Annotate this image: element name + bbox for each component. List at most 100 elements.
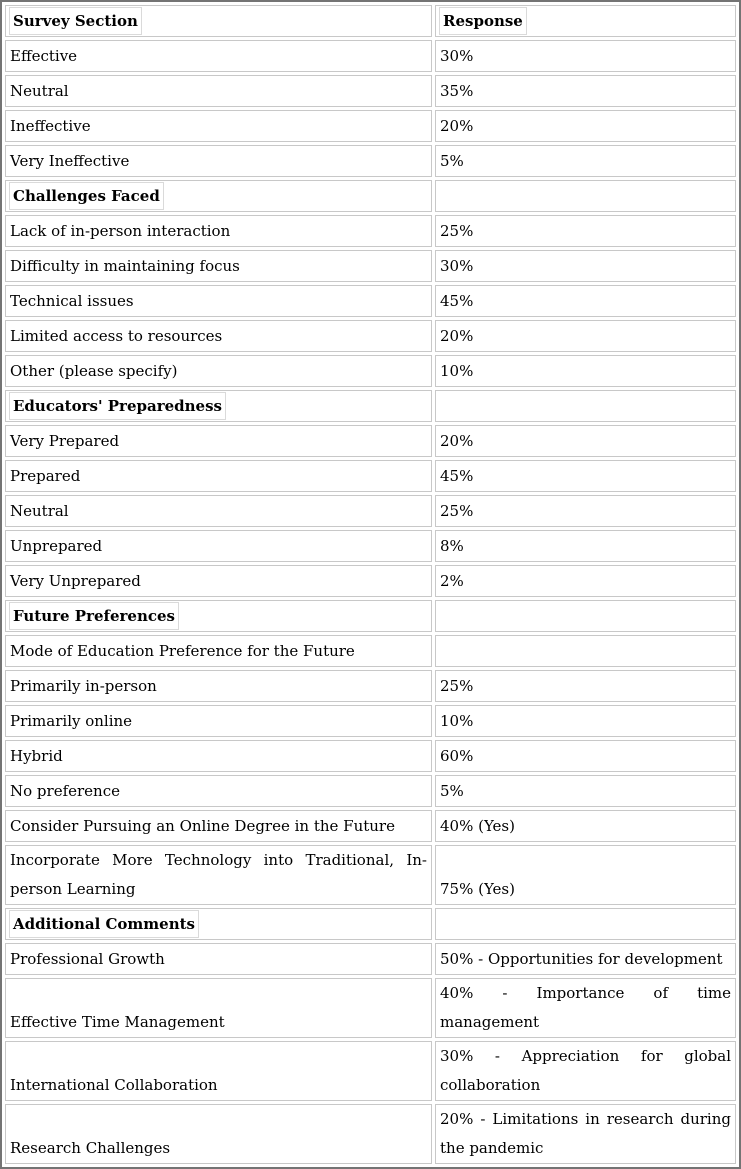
table-row: Incorporate More Technology into Traditi… bbox=[5, 845, 736, 905]
survey-section-cell: Mode of Education Preference for the Fut… bbox=[5, 635, 432, 667]
survey-section-cell: Neutral bbox=[5, 495, 432, 527]
section-label: Educators' Preparedness bbox=[9, 392, 226, 420]
table-row: Other (please specify) 10% bbox=[5, 355, 736, 387]
table-row: Mode of Education Preference for the Fut… bbox=[5, 635, 736, 667]
survey-section-cell: Very Prepared bbox=[5, 425, 432, 457]
survey-section-cell: Additional Comments bbox=[5, 908, 432, 940]
table-row: International Collaboration 30% - Appreci… bbox=[5, 1041, 736, 1101]
response-cell: 25% bbox=[435, 215, 736, 247]
table-row: Ineffective 20% bbox=[5, 110, 736, 142]
survey-section-cell: Research Challenges bbox=[5, 1104, 432, 1164]
table-row: Very Prepared 20% bbox=[5, 425, 736, 457]
response-header-label: Response bbox=[439, 7, 527, 35]
response-cell: 35% bbox=[435, 75, 736, 107]
survey-section-cell: Primarily online bbox=[5, 705, 432, 737]
survey-section-cell: Hybrid bbox=[5, 740, 432, 772]
survey-section-cell: Consider Pursuing an Online Degree in th… bbox=[5, 810, 432, 842]
table-row: Additional Comments bbox=[5, 908, 736, 940]
survey-section-cell: Neutral bbox=[5, 75, 432, 107]
table-row: Challenges Faced bbox=[5, 180, 736, 212]
survey-section-cell: Other (please specify) bbox=[5, 355, 432, 387]
survey-section-cell: Professional Growth bbox=[5, 943, 432, 975]
response-cell: 45% bbox=[435, 285, 736, 317]
response-cell: 30% - Appreciation for global collaborat… bbox=[435, 1041, 736, 1101]
response-cell: 20% - Limitations in research during the… bbox=[435, 1104, 736, 1164]
section-label: Challenges Faced bbox=[9, 182, 164, 210]
response-cell: 40% - Importance of time management bbox=[435, 978, 736, 1038]
survey-section-cell: Unprepared bbox=[5, 530, 432, 562]
survey-section-cell: Very Unprepared bbox=[5, 565, 432, 597]
survey-section-header-cell: Survey Section bbox=[5, 5, 432, 37]
survey-section-cell: Technical issues bbox=[5, 285, 432, 317]
table-row: Very Unprepared 2% bbox=[5, 565, 736, 597]
table-row: Prepared 45% bbox=[5, 460, 736, 492]
table-row: Neutral 25% bbox=[5, 495, 736, 527]
response-cell: 30% bbox=[435, 40, 736, 72]
header-row: Survey Section Response bbox=[5, 5, 736, 37]
survey-section-cell: Limited access to resources bbox=[5, 320, 432, 352]
response-cell: 10% bbox=[435, 355, 736, 387]
table-row: Educators' Preparedness bbox=[5, 390, 736, 422]
survey-section-cell: Difficulty in maintaining focus bbox=[5, 250, 432, 282]
table-row: Professional Growth 50% - Opportunities f… bbox=[5, 943, 736, 975]
response-cell: 25% bbox=[435, 495, 736, 527]
table-row: Effective Time Management 40% - Importanc… bbox=[5, 978, 736, 1038]
response-cell: 75% (Yes) bbox=[435, 845, 736, 905]
survey-section-cell: International Collaboration bbox=[5, 1041, 432, 1101]
survey-section-cell: Effective Time Management bbox=[5, 978, 432, 1038]
table-row: Technical issues 45% bbox=[5, 285, 736, 317]
response-cell: 5% bbox=[435, 775, 736, 807]
table-row: Effective 30% bbox=[5, 40, 736, 72]
table-row: Limited access to resources 20% bbox=[5, 320, 736, 352]
table-row: Future Preferences bbox=[5, 600, 736, 632]
response-cell bbox=[435, 635, 736, 667]
survey-section-cell: No preference bbox=[5, 775, 432, 807]
response-cell: 40% (Yes) bbox=[435, 810, 736, 842]
table-row: No preference 5% bbox=[5, 775, 736, 807]
survey-section-cell: Very Ineffective bbox=[5, 145, 432, 177]
response-cell bbox=[435, 390, 736, 422]
survey-section-cell: Prepared bbox=[5, 460, 432, 492]
survey-section-cell: Primarily in-person bbox=[5, 670, 432, 702]
table-row: Consider Pursuing an Online Degree in th… bbox=[5, 810, 736, 842]
response-cell bbox=[435, 180, 736, 212]
section-label: Additional Comments bbox=[9, 910, 199, 938]
survey-section-header-label: Survey Section bbox=[9, 7, 142, 35]
table-row: Neutral 35% bbox=[5, 75, 736, 107]
response-cell bbox=[435, 908, 736, 940]
response-cell: 45% bbox=[435, 460, 736, 492]
response-cell: 50% - Opportunities for development bbox=[435, 943, 736, 975]
response-cell: 25% bbox=[435, 670, 736, 702]
survey-section-cell: Future Preferences bbox=[5, 600, 432, 632]
table-body: Effective 30% Neutral 35% Ineffective 20% Very… bbox=[5, 40, 736, 1164]
response-cell: 60% bbox=[435, 740, 736, 772]
table-row: Difficulty in maintaining focus 30% bbox=[5, 250, 736, 282]
table-row: Lack of in-person interaction 25% bbox=[5, 215, 736, 247]
survey-section-cell: Effective bbox=[5, 40, 432, 72]
response-cell: 8% bbox=[435, 530, 736, 562]
table-row: Unprepared 8% bbox=[5, 530, 736, 562]
survey-section-cell: Incorporate More Technology into Traditi… bbox=[5, 845, 432, 905]
table-row: Research Challenges 20% - Limitations in … bbox=[5, 1104, 736, 1164]
survey-section-cell: Educators' Preparedness bbox=[5, 390, 432, 422]
table-row: Very Ineffective 5% bbox=[5, 145, 736, 177]
response-cell: 30% bbox=[435, 250, 736, 282]
response-cell: 5% bbox=[435, 145, 736, 177]
response-cell: 10% bbox=[435, 705, 736, 737]
table-header: Survey Section Response bbox=[5, 5, 736, 37]
response-cell: 20% bbox=[435, 320, 736, 352]
response-cell: 2% bbox=[435, 565, 736, 597]
response-cell bbox=[435, 600, 736, 632]
response-header-cell: Response bbox=[435, 5, 736, 37]
response-cell: 20% bbox=[435, 110, 736, 142]
section-label: Future Preferences bbox=[9, 602, 179, 630]
table-row: Primarily online 10% bbox=[5, 705, 736, 737]
response-cell: 20% bbox=[435, 425, 736, 457]
survey-section-cell: Lack of in-person interaction bbox=[5, 215, 432, 247]
table-row: Primarily in-person 25% bbox=[5, 670, 736, 702]
survey-section-cell: Ineffective bbox=[5, 110, 432, 142]
table-row: Hybrid 60% bbox=[5, 740, 736, 772]
survey-section-cell: Challenges Faced bbox=[5, 180, 432, 212]
